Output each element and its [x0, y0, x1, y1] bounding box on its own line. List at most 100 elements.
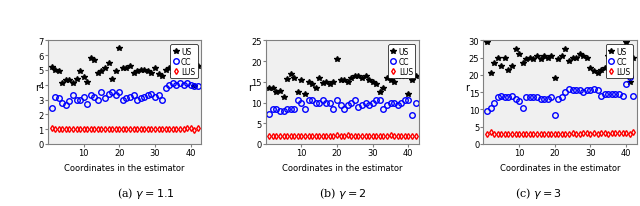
- CC: [515, 100, 523, 103]
- LUS: [512, 133, 520, 135]
- CC: [187, 84, 195, 87]
- LUS: [194, 127, 202, 129]
- LUS: [280, 135, 287, 137]
- US: [355, 75, 362, 77]
- US: [519, 62, 527, 65]
- CC: [576, 90, 584, 92]
- CC: [401, 100, 409, 102]
- Text: (b) $\gamma = 2$: (b) $\gamma = 2$: [319, 185, 366, 200]
- CC: [105, 93, 113, 95]
- US: [383, 77, 391, 80]
- US: [90, 59, 98, 62]
- US: [344, 81, 351, 84]
- US: [194, 65, 202, 67]
- LUS: [183, 128, 191, 130]
- CC: [319, 100, 326, 102]
- CC: [323, 102, 330, 104]
- LUS: [519, 133, 527, 136]
- CC: [316, 102, 323, 104]
- LUS: [284, 135, 291, 137]
- CC: [48, 108, 56, 110]
- LUS: [380, 135, 387, 137]
- Legend: US, CC, LUS: US, CC, LUS: [170, 45, 198, 79]
- LUS: [308, 135, 316, 137]
- LUS: [287, 135, 294, 138]
- US: [133, 71, 141, 73]
- LUS: [330, 135, 337, 137]
- CC: [337, 104, 344, 106]
- CC: [365, 104, 373, 106]
- US: [404, 94, 412, 96]
- CC: [73, 99, 81, 101]
- LUS: [51, 128, 59, 131]
- US: [351, 75, 359, 77]
- LUS: [572, 133, 580, 135]
- US: [155, 74, 163, 76]
- Legend: US, CC, LUS: US, CC, LUS: [606, 45, 633, 79]
- LUS: [137, 128, 145, 131]
- CC: [101, 97, 109, 100]
- CC: [269, 108, 276, 110]
- CC: [351, 100, 359, 102]
- LUS: [180, 128, 188, 131]
- CC: [565, 88, 573, 90]
- US: [594, 73, 602, 75]
- US: [526, 57, 534, 60]
- CC: [362, 102, 369, 104]
- LUS: [312, 135, 319, 137]
- CC: [294, 100, 301, 102]
- LUS: [319, 135, 326, 137]
- LUS: [144, 128, 152, 131]
- X-axis label: Coordinates in the estimator: Coordinates in the estimator: [500, 163, 620, 172]
- LUS: [515, 133, 523, 135]
- US: [308, 83, 316, 86]
- LUS: [483, 133, 491, 136]
- LUS: [83, 128, 91, 131]
- LUS: [565, 133, 573, 136]
- US: [604, 55, 612, 58]
- CC: [504, 97, 512, 99]
- CC: [151, 96, 159, 98]
- CC: [273, 108, 280, 110]
- CC: [522, 97, 530, 99]
- CC: [83, 103, 91, 106]
- CC: [529, 97, 537, 99]
- US: [558, 55, 566, 58]
- LUS: [326, 135, 333, 137]
- LUS: [562, 133, 570, 135]
- CC: [162, 87, 170, 90]
- CC: [590, 88, 598, 90]
- US: [187, 67, 195, 69]
- US: [165, 68, 173, 70]
- US: [376, 91, 384, 94]
- CC: [594, 90, 602, 92]
- CC: [133, 99, 141, 101]
- US: [101, 68, 109, 70]
- US: [266, 87, 273, 90]
- LUS: [155, 128, 163, 131]
- Y-axis label: r: r: [248, 83, 252, 93]
- LUS: [58, 128, 66, 131]
- LUS: [294, 135, 301, 137]
- US: [562, 49, 570, 51]
- CC: [372, 100, 380, 102]
- CC: [597, 95, 605, 97]
- CC: [572, 90, 580, 92]
- LUS: [383, 135, 391, 137]
- US: [487, 73, 495, 75]
- US: [130, 72, 138, 75]
- Line: US: US: [484, 40, 636, 85]
- US: [569, 57, 577, 60]
- LUS: [276, 135, 284, 137]
- LUS: [130, 128, 138, 131]
- LUS: [105, 128, 113, 131]
- LUS: [119, 128, 127, 131]
- LUS: [612, 132, 620, 135]
- CC: [298, 102, 305, 104]
- US: [287, 74, 294, 76]
- CC: [87, 94, 95, 97]
- CC: [622, 83, 630, 85]
- LUS: [501, 133, 509, 135]
- LUS: [622, 132, 630, 135]
- Line: US: US: [49, 46, 200, 90]
